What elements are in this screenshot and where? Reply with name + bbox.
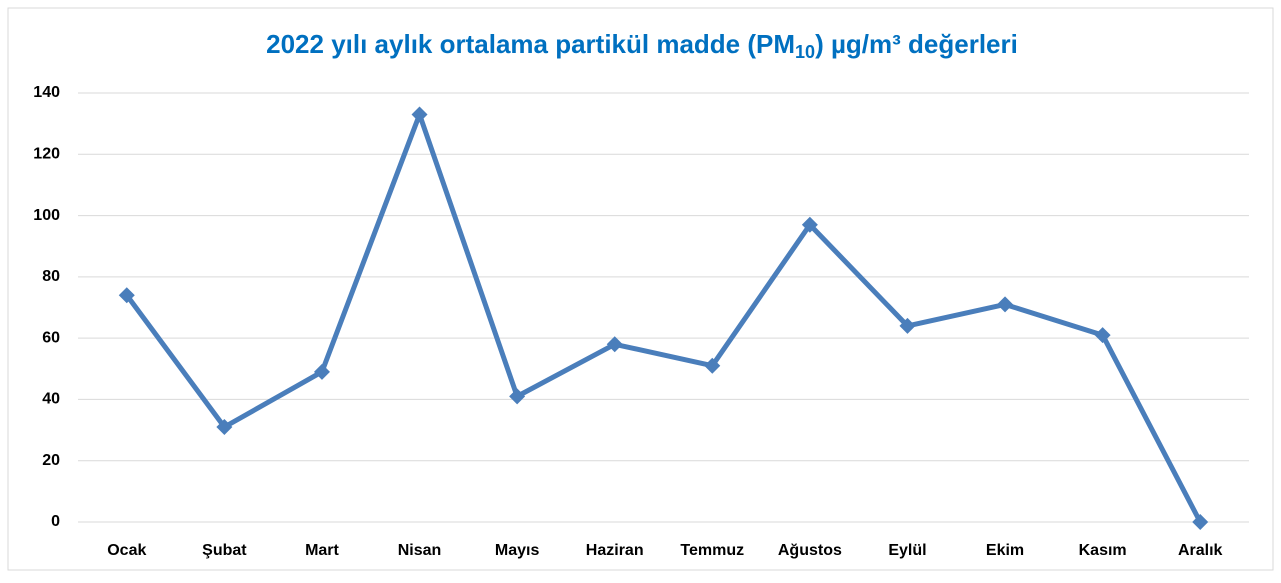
x-tick-label: Nisan xyxy=(398,542,442,559)
y-tick-label: 120 xyxy=(33,146,60,163)
x-tick-label: Aralık xyxy=(1178,542,1223,559)
data-marker xyxy=(1094,327,1111,344)
x-tick-label: Kasım xyxy=(1079,542,1127,559)
data-marker xyxy=(1192,514,1209,530)
x-tick-label: Ekim xyxy=(986,542,1024,559)
y-tick-label: 140 xyxy=(33,84,60,101)
data-marker xyxy=(118,287,135,304)
x-tick-label: Ağustos xyxy=(778,542,842,559)
y-tick-label: 80 xyxy=(42,268,60,285)
x-tick-label: Mart xyxy=(305,542,339,559)
data-marker xyxy=(801,216,818,233)
y-tick-label: 60 xyxy=(42,329,60,346)
data-marker xyxy=(313,363,330,380)
data-marker xyxy=(997,296,1014,313)
title-part: 2022 yılı aylık ortalama partikül madde … xyxy=(266,29,795,59)
y-tick-label: 40 xyxy=(42,391,60,408)
x-tick-label: Haziran xyxy=(586,542,644,559)
x-tick-label: Mayıs xyxy=(495,542,540,559)
x-tick-label: Ocak xyxy=(107,542,146,559)
x-tick-label: Eylül xyxy=(888,542,926,559)
data-marker xyxy=(509,388,526,405)
chart-frame xyxy=(7,7,1274,571)
data-marker xyxy=(899,317,916,334)
y-tick-label: 20 xyxy=(42,452,60,469)
data-marker xyxy=(704,357,721,374)
y-tick-label: 100 xyxy=(33,207,60,224)
data-marker xyxy=(411,106,428,123)
data-marker xyxy=(216,419,233,436)
x-tick-label: Şubat xyxy=(202,542,247,559)
data-line xyxy=(124,111,1203,524)
title-part: ) µg/m³ değerleri xyxy=(815,29,1018,59)
y-tick-label: 0 xyxy=(51,513,60,530)
title-subscript: 10 xyxy=(795,42,815,62)
data-marker xyxy=(606,336,623,353)
chart-title: 2022 yılı aylık ortalama partikül madde … xyxy=(266,29,1018,62)
x-tick-label: Temmuz xyxy=(680,542,744,559)
